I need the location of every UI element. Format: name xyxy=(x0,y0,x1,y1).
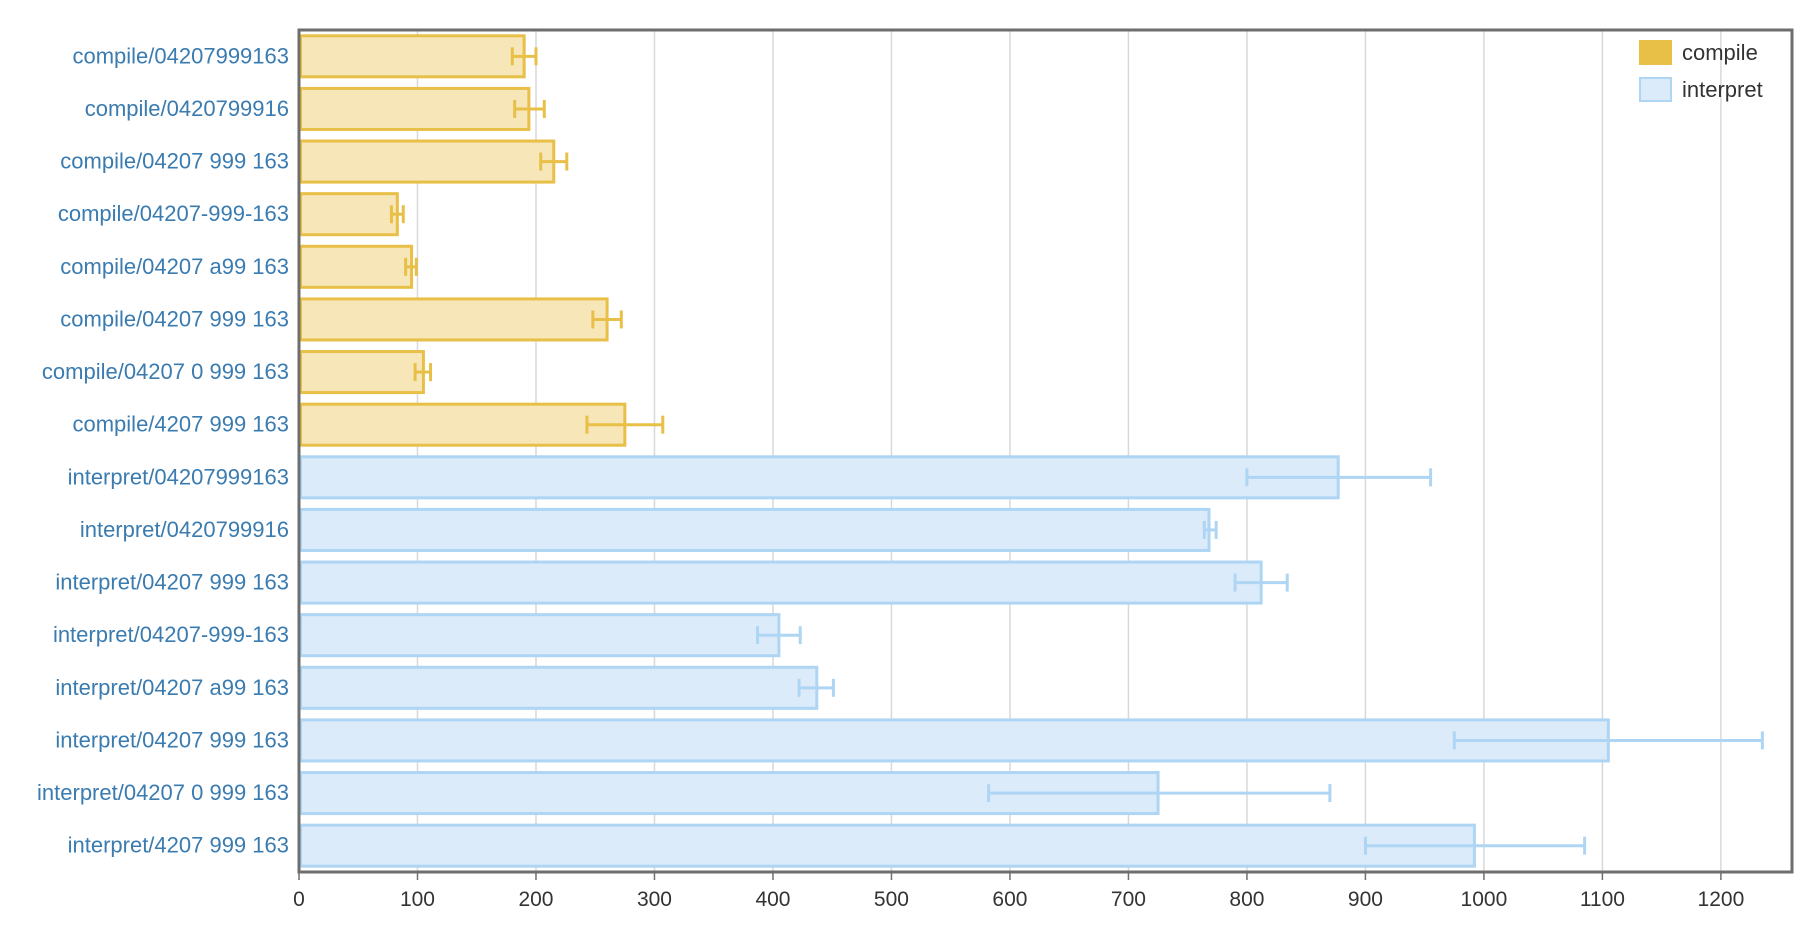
bar-compile xyxy=(299,244,414,289)
legend-swatch-compile xyxy=(1639,40,1672,65)
legend-label-interpret: interpret xyxy=(1682,77,1763,102)
category-label: interpret/04207 a99 163 xyxy=(55,675,289,700)
x-tick-label: 600 xyxy=(992,888,1027,911)
category-label: compile/0420799916 xyxy=(85,96,289,121)
x-tick-label: 700 xyxy=(1111,888,1146,911)
category-label: compile/04207 0 999 163 xyxy=(42,359,289,384)
x-axis-ticks: 0 100 200 300 400 500 600 700 800 900 1000 1100 1200 xyxy=(293,872,1744,911)
bars xyxy=(299,34,1610,868)
bar-interpret xyxy=(299,613,781,658)
category-label: compile/04207999163 xyxy=(72,43,289,68)
x-tick-label: 1100 xyxy=(1580,888,1625,911)
bar-compile xyxy=(299,139,556,184)
category-label: interpret/4207 999 163 xyxy=(68,833,289,858)
error-bars xyxy=(389,47,1764,855)
category-label: compile/4207 999 163 xyxy=(73,412,290,437)
category-label: interpret/04207 0 999 163 xyxy=(37,780,289,805)
legend-label-compile: compile xyxy=(1682,40,1758,65)
legend: compile interpret xyxy=(1639,40,1763,102)
bar-interpret xyxy=(299,823,1476,868)
category-labels: compile/04207999163 compile/0420799916 com… xyxy=(37,43,289,857)
category-label: interpret/04207999163 xyxy=(68,464,289,489)
bar-interpret xyxy=(299,455,1340,500)
x-tick-label: 900 xyxy=(1348,888,1383,911)
x-tick-label: 0 xyxy=(293,888,305,911)
bar-interpret xyxy=(299,560,1263,605)
category-label: interpret/04207 999 163 xyxy=(55,570,289,595)
bar-compile xyxy=(299,192,399,237)
x-tick-label: 1000 xyxy=(1461,888,1508,911)
x-tick-label: 400 xyxy=(755,888,790,911)
bar-compile xyxy=(299,297,609,342)
x-tick-label: 300 xyxy=(637,888,672,911)
x-tick-label: 800 xyxy=(1229,888,1264,911)
x-tick-label: 200 xyxy=(518,888,553,911)
x-tick-label: 500 xyxy=(874,888,909,911)
bar-compile xyxy=(299,402,627,447)
bar-interpret xyxy=(299,718,1610,763)
x-tick-label: 1200 xyxy=(1698,888,1745,911)
x-tick-label: 100 xyxy=(400,888,435,911)
category-label: interpret/04207 999 163 xyxy=(55,727,289,752)
category-label: compile/04207 a99 163 xyxy=(60,254,289,279)
category-label: interpret/04207-999-163 xyxy=(53,622,289,647)
legend-swatch-interpret xyxy=(1639,77,1672,102)
bar-interpret xyxy=(299,665,819,710)
plot-frame xyxy=(297,28,1794,874)
category-label: compile/04207-999-163 xyxy=(58,201,289,226)
bar-compile xyxy=(299,86,531,131)
category-label: interpret/0420799916 xyxy=(80,517,289,542)
bar-compile xyxy=(299,34,526,79)
bar-interpret xyxy=(299,507,1211,552)
category-label: compile/04207 999 163 xyxy=(60,306,289,331)
bar-compile xyxy=(299,350,425,395)
category-label: compile/04207 999 163 xyxy=(60,149,289,174)
